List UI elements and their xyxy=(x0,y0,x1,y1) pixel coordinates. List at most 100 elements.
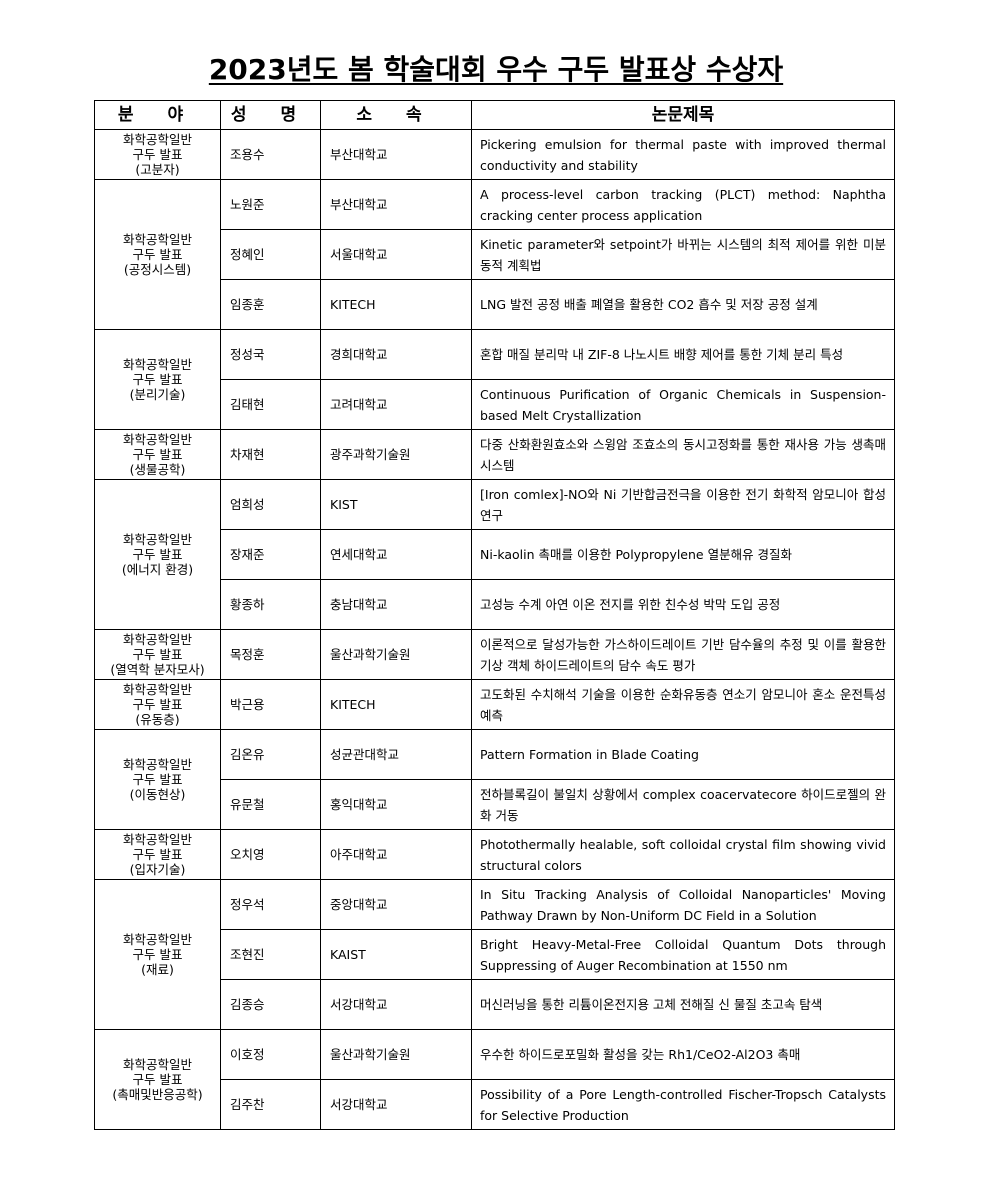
affiliation-cell: 부산대학교 xyxy=(320,129,472,180)
paper-title-cell: 우수한 하이드로포밀화 활성을 갖는 Rh1/CeO2-Al2O3 촉매 xyxy=(471,1029,895,1080)
field-line: (이동현상) xyxy=(129,787,186,802)
field-line: (입자기술) xyxy=(129,862,186,877)
field-line: 화학공학일반 xyxy=(122,1057,192,1072)
field-cell: 화학공학일반 구두 발표 (재료) xyxy=(94,879,221,1030)
field-cell: 화학공학일반 구두 발표 (고분자) xyxy=(94,129,221,180)
name-cell: 정우석 xyxy=(220,879,321,930)
table-row: 화학공학일반 구두 발표 (열역학 분자모사) 목정훈 울산과학기술원 이론적으로 달성가… xyxy=(94,629,895,680)
table-row: 황종하 충남대학교 고성능 수계 아연 이온 전지를 위한 친수성 박막 도입 공정 xyxy=(95,579,895,630)
table-row: 조현진 KAIST Bright Heavy-Metal-Free Colloida… xyxy=(95,929,895,980)
name-cell: 차재현 xyxy=(220,429,321,480)
paper-title-cell: 머신러닝을 통한 리튬이온전지용 고체 전해질 신 물질 초고속 탐색 xyxy=(471,979,895,1030)
paper-title-cell: 다중 산화환원효소와 스윙암 조효소의 동시고정화를 통한 재사용 가능 생촉매… xyxy=(471,429,895,480)
paper-title-cell: 전하블록길이 불일치 상황에서 complex coacervatecore 하… xyxy=(471,779,895,830)
affiliation-cell: 홍익대학교 xyxy=(320,779,472,830)
field-line: 구두 발표 xyxy=(132,372,183,387)
name-cell: 이호정 xyxy=(220,1029,321,1080)
affiliation-cell: 서울대학교 xyxy=(320,229,472,280)
affiliation-cell: 중앙대학교 xyxy=(320,879,472,930)
affiliation-cell: 울산과학기술원 xyxy=(320,629,472,680)
affiliation-cell: KITECH xyxy=(320,679,472,730)
field-line: (유동층) xyxy=(135,712,180,727)
field-cell: 화학공학일반 구두 발표 (생물공학) xyxy=(94,429,221,480)
awardees-table: 분 야 성 명 소 속 논문제목 화학공학일반 구두 발표 (고분자) 조용수 부산대학… xyxy=(94,100,895,1130)
affiliation-cell: KITECH xyxy=(320,279,472,330)
affiliation-cell: 아주대학교 xyxy=(320,829,472,880)
field-cell: 화학공학일반 구두 발표 (에너지 환경) xyxy=(94,479,221,630)
paper-title-cell: Bright Heavy-Metal-Free Colloidal Quantu… xyxy=(471,929,895,980)
affiliation-cell: 광주과학기술원 xyxy=(320,429,472,480)
paper-title-cell: Ni-kaolin 촉매를 이용한 Polypropylene 열분해유 경질화 xyxy=(471,529,895,580)
field-line: 구두 발표 xyxy=(132,697,183,712)
name-cell: 오치영 xyxy=(220,829,321,880)
paper-title-cell: Possibility of a Pore Length-controlled … xyxy=(471,1079,895,1130)
name-cell: 정혜인 xyxy=(220,229,321,280)
field-cell: 화학공학일반 구두 발표 (유동층) xyxy=(94,679,221,730)
paper-title-cell: 고성능 수계 아연 이온 전지를 위한 친수성 박막 도입 공정 xyxy=(471,579,895,630)
field-line: 구두 발표 xyxy=(132,147,183,162)
name-cell: 김태현 xyxy=(220,379,321,430)
field-cell: 화학공학일반 구두 발표 (이동현상) xyxy=(94,729,221,830)
name-cell: 임종훈 xyxy=(220,279,321,330)
affiliation-cell: 고려대학교 xyxy=(320,379,472,430)
name-cell: 노원준 xyxy=(220,179,321,230)
field-line: (분리기술) xyxy=(129,387,186,402)
name-cell: 정성국 xyxy=(220,329,321,380)
field-line: 구두 발표 xyxy=(132,847,183,862)
field-line: (촉매및반응공학) xyxy=(112,1087,203,1102)
table-row: 화학공학일반 구두 발표 (재료) 정우석 중앙대학교 In Situ Tracking … xyxy=(94,879,895,1030)
affiliation-cell: 울산과학기술원 xyxy=(320,1029,472,1080)
table-row: 화학공학일반 구두 발표 (에너지 환경) 엄희성 KIST [Iron comlex]-… xyxy=(94,479,895,630)
field-cell: 화학공학일반 구두 발표 (공정시스템) xyxy=(94,179,221,330)
field-line: (에너지 환경) xyxy=(121,562,194,577)
affiliation-cell: 경희대학교 xyxy=(320,329,472,380)
name-cell: 황종하 xyxy=(220,579,321,630)
field-line: 구두 발표 xyxy=(132,447,183,462)
affiliation-cell: KAIST xyxy=(320,929,472,980)
header-name: 성 명 xyxy=(220,100,321,130)
field-line: 구두 발표 xyxy=(132,647,183,662)
field-line: 화학공학일반 xyxy=(122,432,192,447)
affiliation-cell: 성균관대학교 xyxy=(320,729,472,780)
table-row: 화학공학일반 구두 발표 (이동현상) 김온유 성균관대학교 Pattern Format… xyxy=(94,729,895,830)
table-row: 정혜인 서울대학교 Kinetic parameter와 setpoint가 바뀌는… xyxy=(95,229,895,280)
field-line: (고분자) xyxy=(135,162,180,177)
table-row: 화학공학일반 구두 발표 (공정시스템) 노원준 부산대학교 A process-leve… xyxy=(94,179,895,330)
paper-title-cell: Kinetic parameter와 setpoint가 바뀌는 시스템의 최적… xyxy=(471,229,895,280)
field-line: (생물공학) xyxy=(129,462,186,477)
table-row: 화학공학일반 구두 발표 (생물공학) 차재현 광주과학기술원 다중 산화환원효소와 스윙… xyxy=(94,429,895,480)
name-cell: 유문철 xyxy=(220,779,321,830)
field-line: 구두 발표 xyxy=(132,1072,183,1087)
affiliation-cell: 충남대학교 xyxy=(320,579,472,630)
table-row: 김주찬 서강대학교 Possibility of a Pore Length-con… xyxy=(95,1079,895,1130)
field-line: 화학공학일반 xyxy=(122,932,192,947)
paper-title-cell: 고도화된 수치해석 기술을 이용한 순화유동층 연소기 암모니아 혼소 운전특성… xyxy=(471,679,895,730)
field-cell: 화학공학일반 구두 발표 (분리기술) xyxy=(94,329,221,430)
paper-title-cell: Photothermally healable, soft colloidal … xyxy=(471,829,895,880)
name-cell: 목정훈 xyxy=(220,629,321,680)
field-line: (열역학 분자모사) xyxy=(110,662,205,677)
field-line: 화학공학일반 xyxy=(122,632,192,647)
field-line: 화학공학일반 xyxy=(122,357,192,372)
field-cell: 화학공학일반 구두 발표 (촉매및반응공학) xyxy=(94,1029,221,1130)
paper-title-cell: 이론적으로 달성가능한 가스하이드레이트 기반 담수율의 추정 및 이를 활용한… xyxy=(471,629,895,680)
field-line: 구두 발표 xyxy=(132,947,183,962)
paper-title-cell: [Iron comlex]-NO와 Ni 기반합금전극을 이용한 전기 화학적 … xyxy=(471,479,895,530)
field-line: 구두 발표 xyxy=(132,247,183,262)
affiliation-cell: 연세대학교 xyxy=(320,529,472,580)
header-affiliation: 소 속 xyxy=(320,100,472,130)
table-row: 화학공학일반 구두 발표 (분리기술) 정성국 경희대학교 혼합 매질 분리막 내 ZIF… xyxy=(94,329,895,430)
name-cell: 엄희성 xyxy=(220,479,321,530)
field-line: (재료) xyxy=(141,962,174,977)
affiliation-cell: 서강대학교 xyxy=(320,979,472,1030)
field-line: 화학공학일반 xyxy=(122,232,192,247)
affiliation-cell: KIST xyxy=(320,479,472,530)
header-row: 분 야 성 명 소 속 논문제목 xyxy=(94,100,895,130)
field-line: 구두 발표 xyxy=(132,772,183,787)
field-line: (공정시스템) xyxy=(123,262,192,277)
field-line: 화학공학일반 xyxy=(122,832,192,847)
table-row: 유문철 홍익대학교 전하블록길이 불일치 상황에서 complex coacerva… xyxy=(95,779,895,830)
table-row: 화학공학일반 구두 발표 (고분자) 조용수 부산대학교 Pickering emulsi… xyxy=(94,129,895,180)
name-cell: 박근용 xyxy=(220,679,321,730)
field-line: 구두 발표 xyxy=(132,547,183,562)
